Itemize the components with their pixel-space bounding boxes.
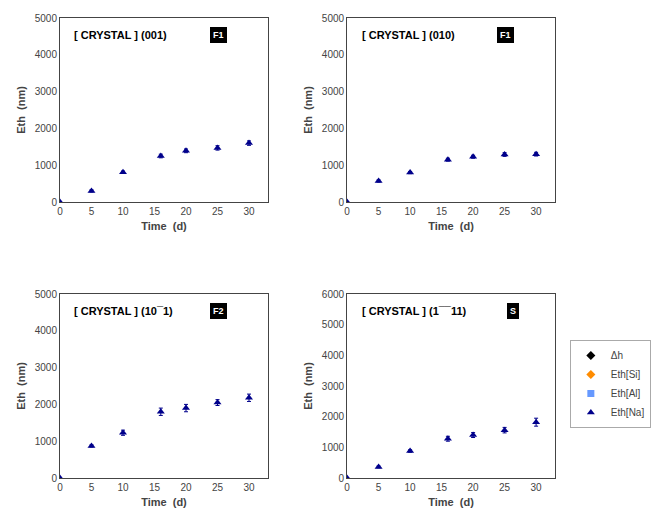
svg-text:F2: F2: [213, 306, 224, 316]
svg-text:0: 0: [344, 206, 350, 217]
svg-text:20: 20: [180, 482, 192, 493]
svg-text:0: 0: [339, 473, 345, 484]
svg-text:15: 15: [149, 206, 161, 217]
svg-text:Eth (nm): Eth (nm): [302, 86, 314, 134]
svg-text:2000: 2000: [322, 123, 345, 134]
svg-text:[ CRYSTAL ] (001): [ CRYSTAL ] (001): [74, 29, 167, 41]
svg-text:Eth (nm): Eth (nm): [15, 86, 27, 134]
svg-text:10: 10: [405, 206, 417, 217]
svg-text:4000: 4000: [35, 49, 58, 60]
svg-text:Eth (nm): Eth (nm): [302, 362, 314, 410]
svg-text:30: 30: [243, 482, 255, 493]
svg-text:2000: 2000: [35, 399, 58, 410]
svg-text:0: 0: [339, 197, 345, 208]
svg-text:1000: 1000: [322, 442, 345, 453]
svg-text:Time (d): Time (d): [428, 220, 474, 232]
svg-text:2000: 2000: [322, 411, 345, 422]
svg-text:0: 0: [51, 473, 57, 484]
svg-text:20: 20: [468, 206, 480, 217]
svg-text:20: 20: [180, 206, 192, 217]
svg-text:3000: 3000: [322, 86, 345, 97]
svg-text:3000: 3000: [35, 86, 58, 97]
svg-text:0: 0: [51, 197, 57, 208]
svg-text:Time (d): Time (d): [141, 220, 187, 232]
svg-text:5: 5: [89, 206, 95, 217]
svg-text:Eth[Si]: Eth[Si]: [611, 369, 641, 380]
svg-text:5000: 5000: [322, 13, 345, 24]
svg-text:15: 15: [436, 206, 448, 217]
svg-text:0: 0: [57, 482, 63, 493]
svg-text:1000: 1000: [35, 160, 58, 171]
svg-text:30: 30: [243, 206, 255, 217]
svg-text:5000: 5000: [35, 289, 58, 300]
svg-text:5000: 5000: [322, 319, 345, 330]
svg-text:15: 15: [149, 482, 161, 493]
svg-text:[ CRYSTAL ] (10¯1): [ CRYSTAL ] (10¯1): [74, 305, 173, 317]
svg-text:Time (d): Time (d): [141, 496, 187, 508]
svg-text:Eth (nm): Eth (nm): [15, 362, 27, 410]
svg-text:5000: 5000: [35, 13, 58, 24]
svg-text:25: 25: [499, 482, 511, 493]
svg-text:[ CRYSTAL ] (1¯¯11): [ CRYSTAL ] (1¯¯11): [362, 305, 467, 317]
svg-text:F1: F1: [500, 30, 511, 40]
svg-text:5: 5: [89, 482, 95, 493]
svg-text:30: 30: [531, 206, 543, 217]
svg-text:4000: 4000: [35, 325, 58, 336]
svg-text:Δh: Δh: [611, 350, 623, 361]
svg-text:S: S: [510, 306, 516, 316]
svg-text:5: 5: [376, 206, 382, 217]
svg-text:10: 10: [117, 206, 129, 217]
svg-text:30: 30: [531, 482, 543, 493]
svg-text:F1: F1: [213, 30, 224, 40]
svg-text:5: 5: [376, 482, 382, 493]
svg-text:Eth[Al]: Eth[Al]: [611, 388, 641, 399]
svg-text:3000: 3000: [35, 362, 58, 373]
svg-text:10: 10: [405, 482, 417, 493]
svg-text:0: 0: [344, 482, 350, 493]
svg-text:3000: 3000: [322, 381, 345, 392]
svg-text:2000: 2000: [35, 123, 58, 134]
svg-text:1000: 1000: [322, 160, 345, 171]
svg-text:25: 25: [499, 206, 511, 217]
svg-text:6000: 6000: [322, 289, 345, 300]
svg-text:1000: 1000: [35, 436, 58, 447]
svg-text:10: 10: [117, 482, 129, 493]
svg-text:4000: 4000: [322, 350, 345, 361]
svg-text:Time (d): Time (d): [428, 496, 474, 508]
svg-text:20: 20: [468, 482, 480, 493]
svg-text:4000: 4000: [322, 49, 345, 60]
svg-text:25: 25: [212, 482, 224, 493]
svg-text:25: 25: [212, 206, 224, 217]
svg-text:0: 0: [57, 206, 63, 217]
svg-text:[ CRYSTAL ] (010): [ CRYSTAL ] (010): [362, 29, 455, 41]
svg-text:Eth[Na]: Eth[Na]: [611, 407, 645, 418]
svg-text:15: 15: [436, 482, 448, 493]
